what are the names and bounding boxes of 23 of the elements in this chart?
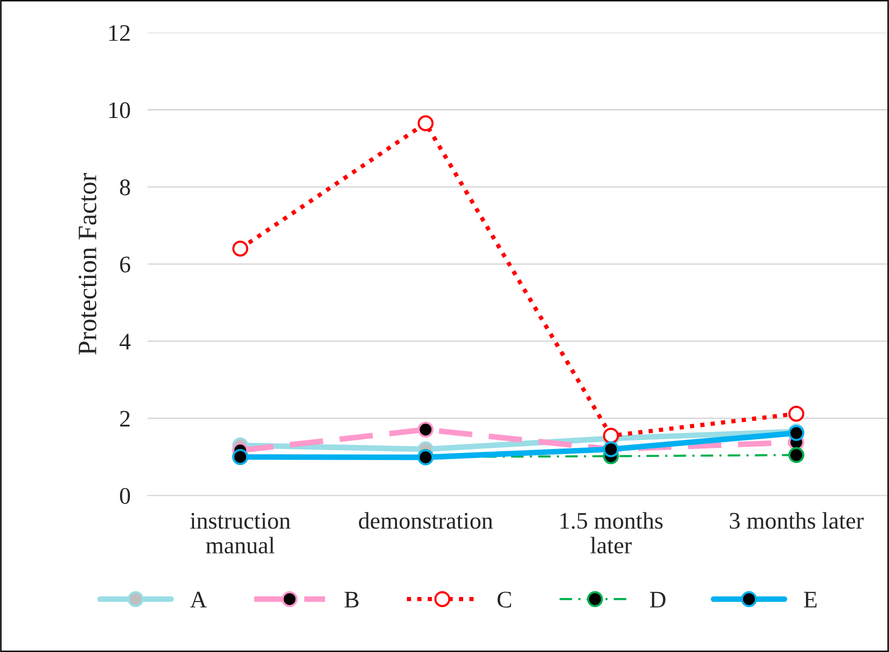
- y-tick-label: 0: [120, 488, 130, 504]
- point: [232, 240, 248, 257]
- point: [418, 115, 434, 132]
- legend-label: B: [344, 592, 359, 608]
- legend-label: C: [498, 592, 512, 608]
- y-tick-label: 6: [120, 256, 130, 272]
- x-tick-label: instruction manual: [190, 512, 290, 554]
- point: [788, 406, 804, 422]
- legend-label: E: [804, 592, 817, 608]
- y-axis-title: Protection Factor: [78, 173, 96, 355]
- x-tick-label: 1.5 months later: [560, 512, 663, 554]
- x-tick-label: 3 months later: [730, 512, 864, 529]
- x-tick-label: demonstration: [358, 512, 493, 529]
- point: [602, 428, 619, 444]
- y-tick-label: 4: [120, 334, 131, 350]
- legend-label: A: [190, 592, 207, 608]
- legend-label: D: [650, 592, 666, 608]
- y-tick-label: 2: [120, 410, 130, 427]
- y-tick-label: 8: [120, 179, 130, 196]
- y-tick-label: 10: [109, 102, 130, 118]
- point: [788, 447, 804, 464]
- point: [418, 422, 434, 438]
- y-tick-label: 12: [109, 25, 130, 41]
